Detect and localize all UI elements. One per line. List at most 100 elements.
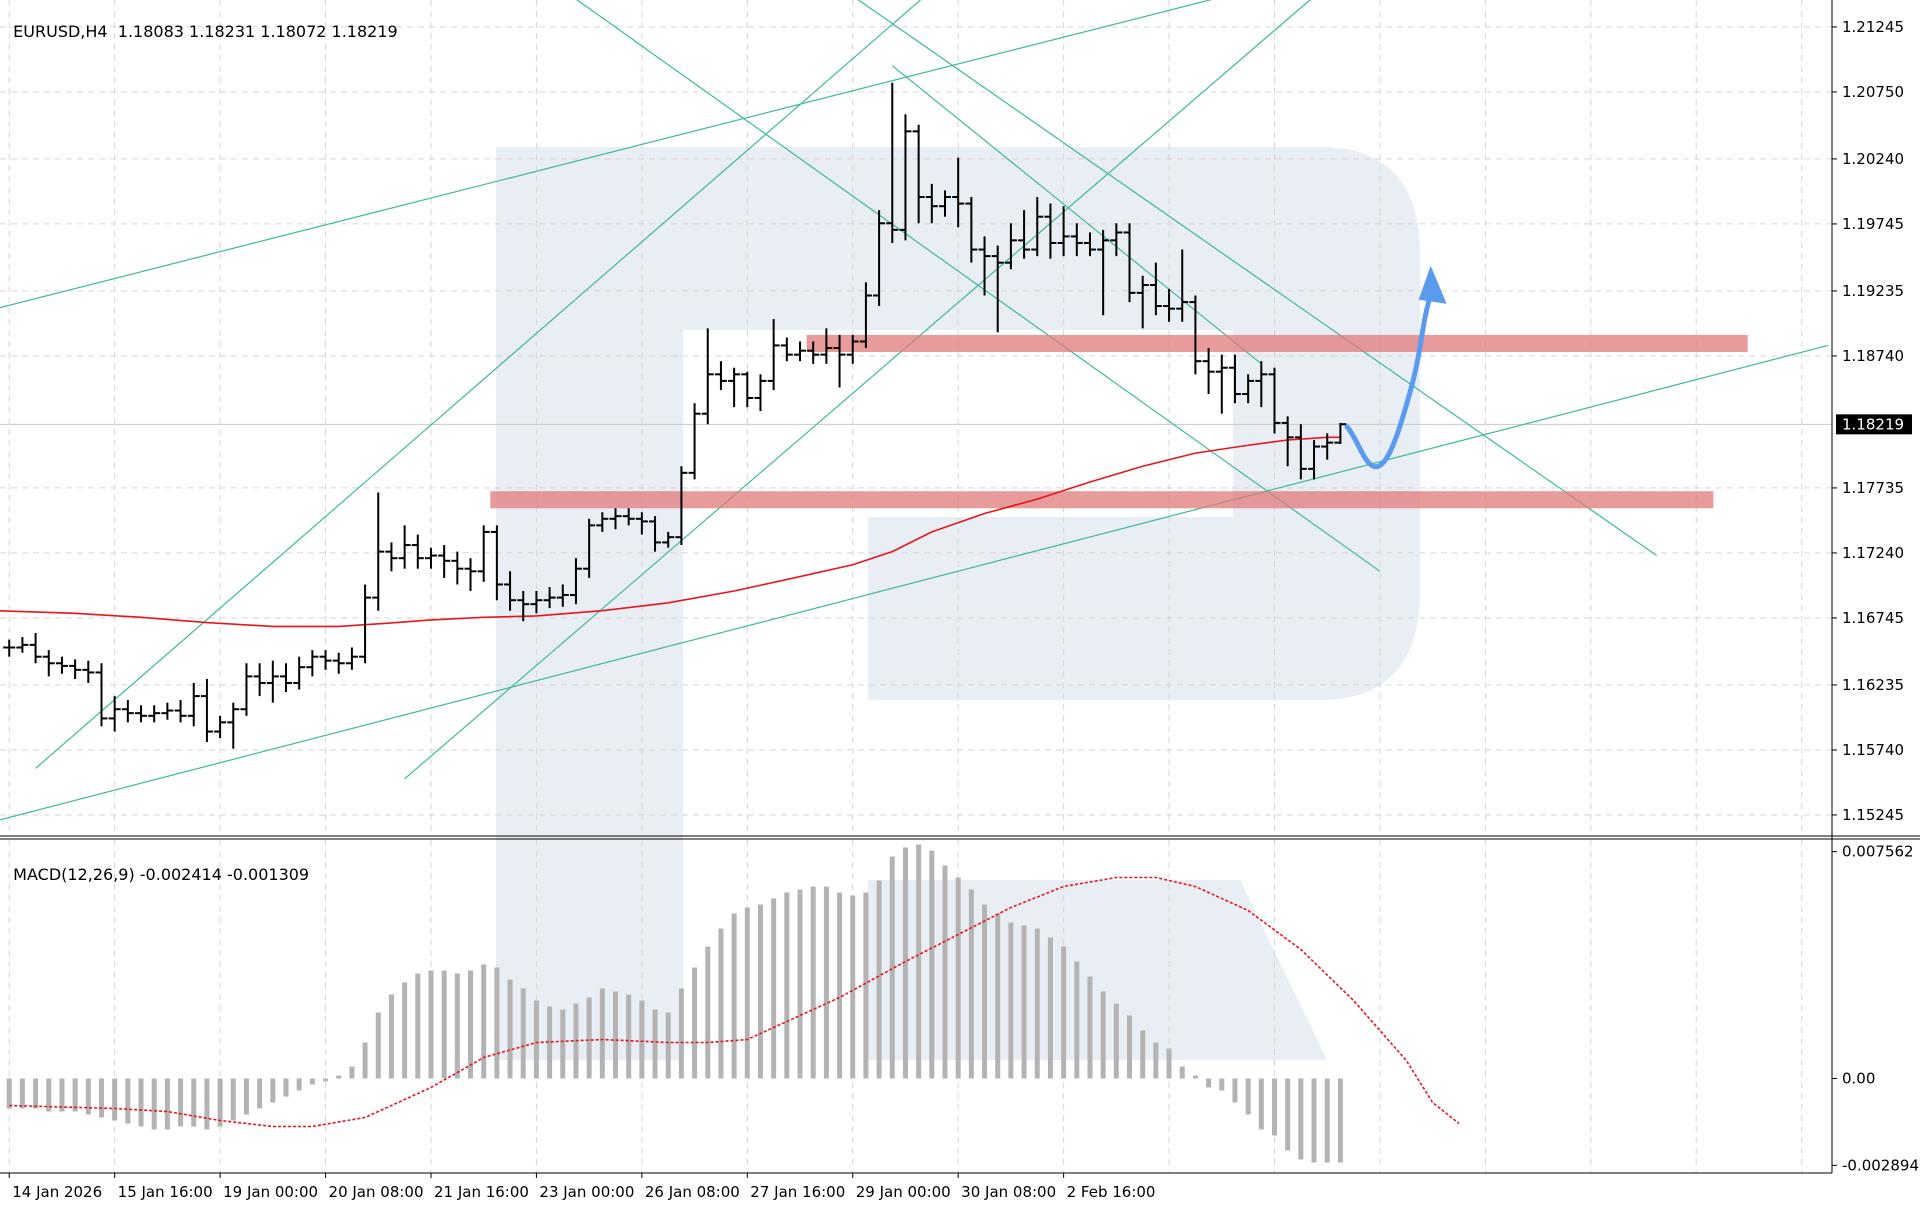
macd-histogram-bar (705, 946, 711, 1079)
time-tick-label: 14 Jan 2026 (12, 1183, 102, 1201)
macd-histogram-bar (1034, 928, 1040, 1079)
symbol-header: EURUSD,H4 1.18083 1.18231 1.18072 1.1821… (3, 3, 398, 41)
macd-axis: 0.007562 0.00 -0.002894 (1832, 843, 1919, 1174)
macd-histogram-bar (823, 886, 829, 1079)
macd-histogram-bar (612, 991, 618, 1079)
macd-histogram-bar (692, 967, 698, 1079)
macd-histogram-bar (810, 886, 816, 1079)
macd-histogram-bar (296, 1078, 302, 1091)
macd-histogram-bar (441, 970, 447, 1079)
price-tick-label: 1.16745 (1842, 609, 1904, 627)
macd-histogram-bar (1100, 991, 1106, 1079)
moving-average (0, 436, 1341, 628)
macd-histogram-bar (178, 1078, 184, 1127)
macd-histogram-bar (1258, 1078, 1264, 1130)
macd-histogram-bar (230, 1078, 236, 1121)
macd-histogram-bar (784, 892, 790, 1079)
symbol-label: EURUSD,H4 (13, 22, 108, 41)
price-tick-label: 1.20240 (1842, 150, 1904, 168)
macd-histogram-bar (626, 994, 632, 1079)
macd-histogram-bar (1140, 1030, 1146, 1079)
forecast-arrow (1344, 265, 1447, 470)
chart-frame (0, 0, 1920, 1174)
macd-histogram-bar (995, 913, 1001, 1079)
macd-histogram-bar (1008, 922, 1014, 1079)
price-axis: 1.21245 1.20750 1.20240 1.19745 1.19235 1.187… (1832, 18, 1912, 824)
macd-histogram-bar (336, 1075, 342, 1079)
macd-histogram-bar (731, 913, 737, 1079)
macd-histogram-bar (428, 970, 434, 1079)
price-tick-label: 1.20750 (1842, 83, 1904, 101)
macd-histogram-bar (771, 898, 777, 1079)
macd-values: -0.002414 -0.001309 (139, 865, 310, 884)
macd-histogram-bar (1298, 1078, 1304, 1160)
macd-histogram-bar (533, 1000, 539, 1079)
macd-histogram-bar (138, 1078, 144, 1127)
trendline (891, 65, 1262, 365)
macd-histogram-bar (876, 880, 882, 1079)
price-tick-label: 1.19745 (1842, 215, 1904, 233)
price-tick-label: 1.18740 (1842, 347, 1904, 365)
macd-histogram-bar (744, 907, 750, 1079)
macd-histogram-bar (982, 904, 988, 1079)
macd-histogram-bar (6, 1078, 12, 1109)
resistance-support-zones (490, 334, 1748, 509)
price-tick-label: 1.15740 (1842, 741, 1904, 759)
macd-histogram-bar (1245, 1078, 1251, 1115)
macd-histogram-bar (125, 1078, 131, 1124)
macd-histogram-bar (1232, 1078, 1238, 1103)
macd-histogram-bar (757, 904, 763, 1079)
price-zone (490, 491, 1714, 509)
macd-histogram-bar (547, 1006, 553, 1079)
macd-histogram-bar (388, 994, 394, 1079)
macd-histogram-bar (323, 1078, 329, 1082)
time-tick-label: 29 Jan 00:00 (856, 1183, 951, 1201)
trendline (0, 344, 1829, 821)
price-tick-label: 1.21245 (1842, 18, 1904, 36)
ohlc-values: 1.18083 1.18231 1.18072 1.18219 (117, 22, 398, 41)
current-price-label: 1.18219 (1842, 415, 1904, 433)
macd-histogram-bar (85, 1078, 91, 1115)
macd-histogram-bar (362, 1042, 368, 1079)
macd-tick-label: -0.002894 (1842, 1156, 1919, 1174)
macd-histogram-bar (889, 856, 895, 1079)
trendline (576, 0, 1381, 572)
time-tick-label: 23 Jan 00:00 (539, 1183, 634, 1201)
macd-histogram-bar (59, 1078, 65, 1112)
macd-histogram-bar (1021, 925, 1027, 1079)
macd-histogram-bar (1206, 1078, 1212, 1088)
time-tick-label: 20 Jan 08:00 (329, 1183, 424, 1201)
macd-histogram-bar (639, 1000, 645, 1079)
macd-histogram-bar (652, 1009, 658, 1079)
trendline (857, 0, 1658, 557)
macd-histogram-bar (902, 847, 908, 1079)
macd-header: MACD(12,26,9) -0.002414 -0.001309 (3, 846, 309, 884)
macd-histogram-bar (468, 970, 474, 1079)
macd-histogram-bar (204, 1078, 210, 1130)
macd-histogram-bar (1324, 1078, 1330, 1163)
macd-histogram-bar (112, 1078, 118, 1121)
macd-histogram-bar (797, 889, 803, 1079)
logo-shape (496, 147, 1420, 1060)
macd-histogram-bar (968, 889, 974, 1079)
macd-histogram-bar (309, 1078, 315, 1085)
logo-shape (868, 880, 1327, 1060)
current-price-badge (1836, 414, 1912, 435)
price-zone (806, 334, 1748, 352)
macd-histogram-bar (520, 988, 526, 1079)
macd-histogram-bar (415, 973, 421, 1079)
macd-histogram-bar (1311, 1078, 1317, 1163)
time-tick-label: 2 Feb 16:00 (1067, 1183, 1156, 1201)
macd-histogram-bar (665, 1012, 671, 1079)
macd-histogram-bar (164, 1078, 170, 1130)
macd-histogram-bar (270, 1078, 276, 1103)
macd-histogram-bar (46, 1078, 52, 1112)
macd-histogram-bar (191, 1078, 197, 1127)
moving-average-line (0, 436, 1341, 628)
time-tick-label: 27 Jan 16:00 (750, 1183, 845, 1201)
time-axis: 14 Jan 2026 15 Jan 16:00 19 Jan 00:00 20 Ja… (8, 1173, 1156, 1201)
macd-histogram-bar (1047, 937, 1053, 1079)
time-tick-label: 15 Jan 16:00 (118, 1183, 213, 1201)
macd-histogram-bar (850, 895, 856, 1079)
